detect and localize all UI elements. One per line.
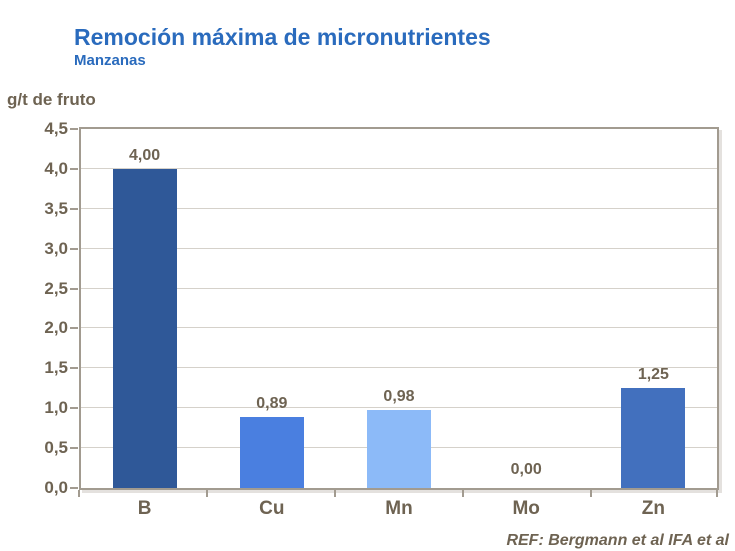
- y-tick-label: 4,5: [44, 119, 68, 138]
- gridline: [81, 327, 717, 329]
- gridline: [81, 167, 717, 169]
- x-tick-mark: [590, 490, 592, 497]
- plot-area: 4,00 0,89 0,98 0,00 1,25: [79, 127, 719, 490]
- bar-value-label: 4,00: [129, 146, 161, 164]
- x-tick-mark: [206, 490, 208, 497]
- y-tick-label: 0,5: [44, 438, 68, 458]
- y-tick-mark: [70, 367, 78, 370]
- chart-subtitle: Manzanas: [74, 52, 146, 69]
- y-tick-label: 2,0: [44, 318, 68, 338]
- x-category-label: Mo: [512, 498, 540, 519]
- x-tick-mark: [78, 490, 80, 497]
- y-tick-label: 1,5: [44, 358, 68, 378]
- bar-value-label: 0,98: [383, 387, 415, 405]
- bar-value-label: 0,89: [256, 395, 288, 412]
- y-tick-label: 3,5: [44, 198, 68, 218]
- chart-title: Remoción máxima de micronutrientes: [74, 24, 491, 50]
- x-tick-mark: [334, 490, 336, 497]
- y-tick-label: 3,0: [44, 238, 68, 258]
- y-tick-label: 2,5: [44, 278, 68, 298]
- x-tick-mark: [716, 490, 718, 497]
- y-tick-label: 4,0: [44, 158, 68, 178]
- gridline: [81, 287, 717, 289]
- x-category-label: B: [137, 498, 152, 519]
- bar-value-label: 0,00: [510, 461, 542, 478]
- bar-B: [112, 168, 177, 488]
- y-tick-mark: [70, 327, 78, 330]
- y-tick-mark: [70, 247, 78, 250]
- gridline: [81, 367, 717, 369]
- y-tick-mark: [70, 487, 78, 489]
- y-axis-unit-label: g/t de fruto: [7, 90, 96, 109]
- y-tick-label: 1,0: [44, 398, 68, 418]
- y-tick-mark: [70, 128, 78, 130]
- reference-text: REF: Bergmann et al IFA et al: [506, 532, 729, 549]
- x-category-label: Mn: [385, 498, 413, 519]
- x-category-label: Zn: [641, 498, 665, 519]
- bar-Cu: [239, 417, 304, 488]
- y-tick-mark: [70, 287, 78, 290]
- x-tick-mark: [462, 490, 464, 497]
- bar-Zn: [621, 388, 686, 488]
- gridline: [81, 247, 717, 249]
- gridline: [81, 207, 717, 209]
- x-category-label: Cu: [259, 498, 285, 519]
- bar-value-label: 1,25: [637, 366, 669, 384]
- gridline: [81, 407, 717, 409]
- y-tick-mark: [70, 207, 78, 210]
- y-tick-mark: [70, 407, 78, 410]
- y-tick-mark: [70, 447, 78, 450]
- bar-Mn: [367, 409, 431, 488]
- y-tick-label: 0,0: [44, 478, 68, 497]
- y-tick-mark: [70, 167, 78, 170]
